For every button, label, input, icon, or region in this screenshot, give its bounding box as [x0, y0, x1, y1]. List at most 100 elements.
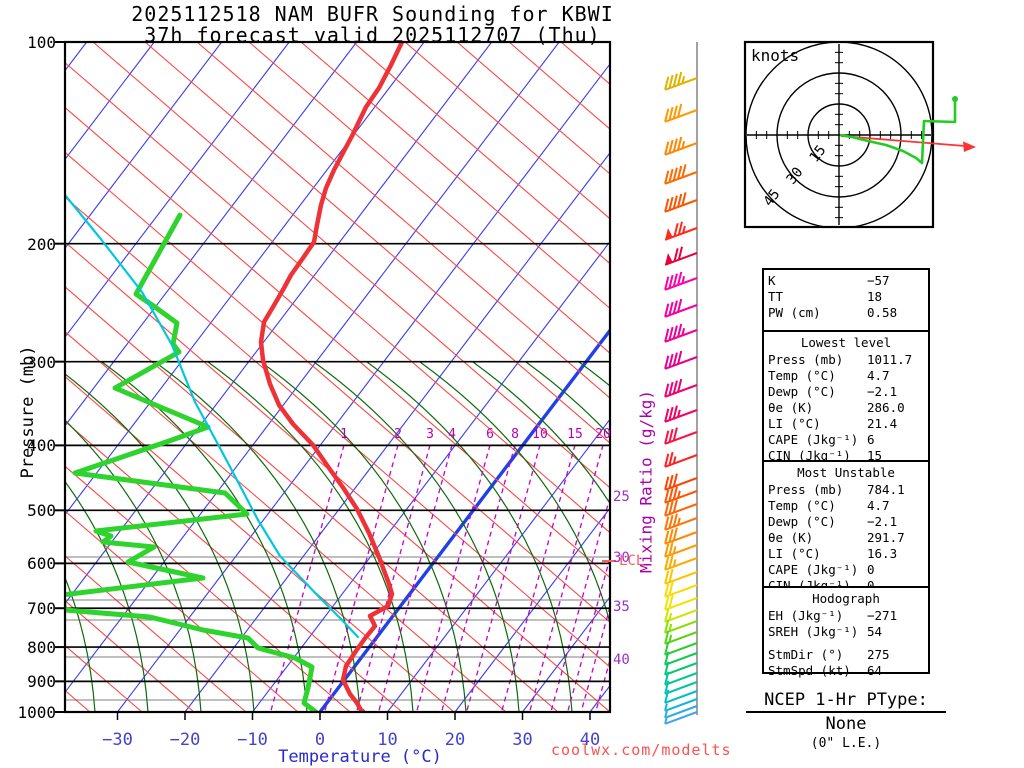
mixing-ratio-line — [440, 444, 516, 712]
wind-barb — [664, 221, 698, 241]
indices-row-value: 4.7 — [867, 368, 890, 383]
wind-barb — [664, 378, 698, 398]
wind-barb — [664, 298, 698, 318]
indices-row-value: 21.4 — [867, 416, 898, 431]
watermark-text: coolwx.com/modelts — [551, 741, 732, 759]
mixing-ratio-line — [528, 444, 604, 712]
indices-row: CIN (Jkg⁻¹) 15 — [768, 448, 924, 464]
wind-barb — [664, 513, 698, 531]
dry-adiabat-line — [65, 61, 610, 534]
indices-row: PW (cm) 0.58 — [768, 305, 924, 321]
mixing-ratio-line — [567, 557, 610, 712]
moist-adiabat-line — [313, 362, 520, 712]
dry-adiabat-line — [196, 42, 610, 399]
temperature-tick-label: 20 — [444, 730, 466, 750]
mixing-ratio-value-label: 25 — [613, 489, 630, 505]
wind-barb — [664, 473, 698, 491]
wind-barb — [664, 451, 698, 468]
mixing-ratio-line — [415, 444, 491, 712]
indices-row-value: −2.1 — [867, 384, 898, 399]
wind-barb — [664, 405, 698, 423]
mixing-ratio-value-label: 2 — [394, 427, 402, 442]
mixing-ratio-line — [465, 444, 541, 712]
indices-row: LI (°C) 16.3 — [768, 546, 924, 562]
temperature-tick-label: 10 — [377, 730, 398, 750]
dry-adiabat-line — [300, 42, 610, 310]
indices-section-title: Hodograph — [812, 591, 880, 606]
mixing-ratio-value-label: 4 — [448, 427, 456, 442]
mixing-ratio-value-label: 40 — [613, 652, 630, 668]
temperature-tick-label: −10 — [237, 730, 268, 750]
indices-row-value: 286.0 — [867, 400, 905, 415]
wind-barb — [664, 711, 698, 725]
pressure-tick-label: 600 — [27, 554, 56, 574]
indices-row-label: Temp (°C) — [768, 498, 836, 513]
indices-row-value: 64 — [867, 663, 883, 678]
indices-row-value: 0 — [867, 578, 924, 594]
isotherm-line — [252, 240, 610, 712]
indices-row-value: 6 — [867, 432, 875, 447]
hodograph-ring — [745, 42, 933, 227]
indices-row: CAPE (Jkg⁻¹) 6 — [768, 432, 924, 448]
wind-barb — [664, 350, 698, 370]
indices-row-label: LI (°C) — [768, 416, 821, 431]
mixing-ratio-value-label: 1 — [340, 427, 348, 442]
indices-section-title: Most Unstable — [797, 465, 895, 480]
indices-row-value: 291.7 — [867, 530, 905, 545]
indices-row: SREH (Jkg⁻¹) 54 — [768, 624, 924, 640]
indices-row: LI (°C) 21.4 — [768, 416, 924, 432]
indices-row-value: 0 — [867, 562, 875, 577]
indices-row: Temp (°C) 4.7 — [768, 368, 924, 384]
moist-adiabat-line — [366, 362, 573, 712]
indices-box: Hodograph EH (Jkg⁻¹) −271 SREH (Jkg⁻¹) 54 Stm… — [762, 586, 930, 678]
wind-barb — [664, 641, 698, 656]
isotherm-line — [65, 42, 223, 250]
indices-row: EH (Jkg⁻¹) −271 — [768, 608, 924, 624]
pressure-tick-label: 300 — [27, 352, 56, 372]
moist-adiabat-line — [525, 362, 610, 437]
indices-row: Dewp (°C) −2.1 — [768, 514, 924, 530]
indices-section-title: Lowest level — [800, 335, 892, 350]
wind-barb — [664, 671, 698, 686]
wind-barb — [664, 164, 698, 185]
plot-border — [63, 40, 612, 714]
mixing-ratio-line — [580, 606, 610, 712]
chart-title-line2: 37h forecast valid 2025112707 (Thu) — [144, 23, 601, 47]
moist-adiabat-line — [472, 362, 610, 505]
wind-barb — [664, 192, 698, 213]
hodograph-ring — [807, 103, 871, 167]
indices-row-value: 4.7 — [867, 498, 890, 513]
moist-adiabat-line — [65, 576, 96, 712]
wind-barb — [664, 246, 698, 266]
pressure-tick-label: 100 — [27, 33, 56, 52]
indices-row-value: 18 — [867, 289, 883, 304]
dry-adiabat-line — [352, 42, 610, 265]
storm-motion-arrow — [840, 135, 966, 147]
indices-row-label: TT — [768, 289, 784, 304]
indices-row-value: 784.1 — [867, 482, 905, 497]
hodograph-panel — [743, 40, 976, 229]
mixing-ratio-value-label: 35 — [613, 599, 630, 615]
wind-barb — [664, 323, 698, 343]
indices-row-value: 0.58 — [867, 305, 898, 320]
mixing-ratio-line — [595, 659, 610, 712]
indices-row-label: Press (mb) — [768, 352, 844, 367]
temperature-tick-label: 40 — [579, 730, 601, 750]
indices-row-label: Dewp (°C) — [768, 514, 836, 529]
indices-row-label: CAPE (Jkg⁻¹) — [768, 562, 859, 577]
dry-adiabat-line — [404, 42, 610, 220]
dry-adiabat-line — [248, 42, 610, 355]
pressure-tick-label: 400 — [27, 436, 56, 456]
pressure-tick-label: 700 — [27, 599, 56, 619]
hodograph-units-label: knots — [751, 46, 800, 65]
ptype-heading: NCEP 1-Hr PType: — [746, 690, 946, 713]
moist-adiabat-line — [207, 362, 414, 712]
wind-barb — [664, 651, 698, 666]
temperature-curve — [258, 42, 405, 712]
indices-box: K −57 TT 18 PW (cm) 0.58 — [762, 268, 930, 332]
indices-row-value: 1011.7 — [867, 352, 913, 367]
mixing-ratio-line — [550, 496, 610, 712]
mixing-ratio-line — [355, 444, 431, 712]
